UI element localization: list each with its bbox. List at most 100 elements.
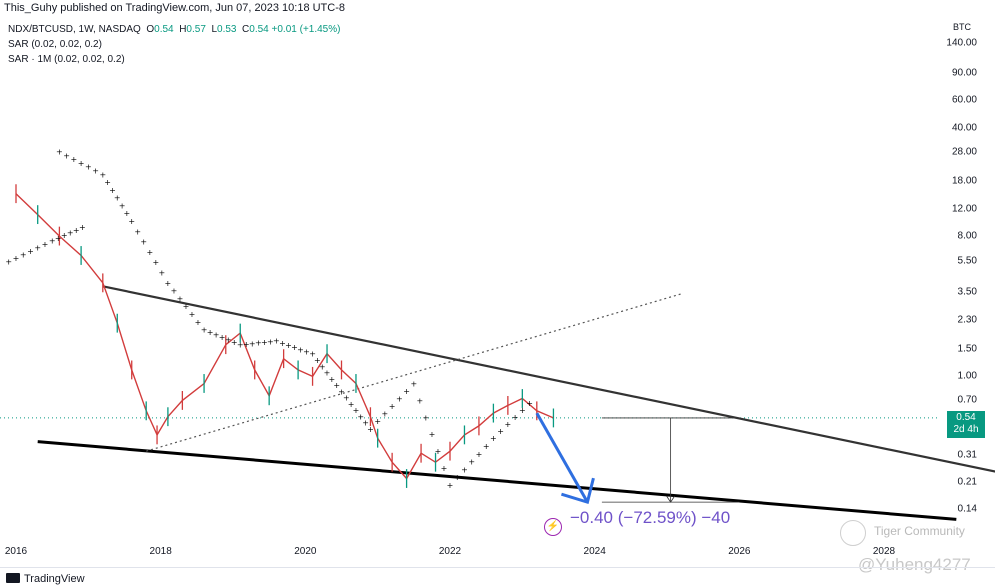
tradingview-logo-icon xyxy=(6,573,20,583)
sar-point: + xyxy=(20,250,27,259)
sar-point: + xyxy=(389,402,396,411)
sar-point: + xyxy=(343,394,350,403)
sar-point: + xyxy=(314,356,321,365)
sar-point: + xyxy=(134,227,141,236)
lower-trendline xyxy=(37,440,957,521)
sar-point: + xyxy=(231,338,238,347)
sar-point: + xyxy=(183,302,190,311)
sar-point: + xyxy=(56,148,63,157)
time-tick: 2022 xyxy=(438,546,462,557)
sar-point: + xyxy=(353,406,360,415)
sar-point: + xyxy=(267,337,274,346)
indicator-sar-monthly[interactable]: SAR · 1M (0.02, 0.02, 0.2) xyxy=(8,54,125,65)
sar-point: + xyxy=(63,151,70,160)
sar-point: + xyxy=(109,186,116,195)
sar-point: + xyxy=(333,381,340,390)
time-tick: 2026 xyxy=(728,546,751,557)
sar-point: + xyxy=(213,331,220,340)
indicator-sar-weekly[interactable]: SAR (0.02, 0.02, 0.2) xyxy=(8,39,102,50)
time-tick: 2028 xyxy=(872,546,896,557)
price-tick: 8.00 xyxy=(957,230,977,242)
price-tick: 0.70 xyxy=(957,394,977,406)
sar-point: + xyxy=(189,310,196,319)
sar-point: + xyxy=(483,442,490,451)
price-tick: 28.00 xyxy=(951,146,977,158)
current-price: 0.54 xyxy=(956,412,976,423)
price-tick: 140.00 xyxy=(946,37,977,49)
chart-footer: TradingView xyxy=(0,567,995,588)
sar-point: + xyxy=(423,413,430,422)
sar-point: + xyxy=(49,236,56,245)
sar-point: + xyxy=(273,337,280,346)
sar-point: + xyxy=(382,410,389,419)
open-value: 0.54 xyxy=(154,24,174,35)
sar-point: + xyxy=(447,481,454,490)
sar-point: + xyxy=(403,387,410,396)
price-tick: 0.31 xyxy=(957,449,977,461)
price-tick: 90.00 xyxy=(951,67,977,79)
sar-point: + xyxy=(348,400,355,409)
price-axis-unit: BTC xyxy=(953,22,971,32)
measure-label: −0.40 (−72.59%) −40 xyxy=(570,508,731,527)
sar-point: + xyxy=(255,339,262,348)
sar-point: + xyxy=(279,339,286,348)
sar-point: + xyxy=(140,238,147,247)
sar-point: + xyxy=(119,201,126,210)
price-tick: 0.14 xyxy=(957,503,977,515)
projection-arrow xyxy=(535,412,589,503)
sar-point: + xyxy=(92,166,99,175)
sar-point: + xyxy=(396,395,403,404)
sar-point: + xyxy=(329,375,336,384)
sar-point: + xyxy=(461,465,468,474)
sar-point: + xyxy=(171,287,178,296)
sar-point: + xyxy=(441,464,448,473)
sar-point: + xyxy=(261,338,268,347)
sar-point: + xyxy=(13,254,20,263)
sar-point: + xyxy=(429,430,436,439)
sar-point: + xyxy=(195,318,202,327)
published-caption: This_Guhy published on TradingView.com, … xyxy=(4,2,345,14)
sar-point: + xyxy=(367,425,374,434)
dotted-trendline xyxy=(146,293,682,452)
sar-point: + xyxy=(152,258,159,267)
sar-point: + xyxy=(85,163,92,172)
price-tick: 12.00 xyxy=(951,203,977,215)
sar-point: + xyxy=(454,473,461,482)
symbol-label[interactable]: NDX/BTCUSD, 1W, NASDAQ xyxy=(8,24,141,35)
sar-point: + xyxy=(319,362,326,371)
watermark-handle: @Yuheng4277 xyxy=(858,555,971,574)
sar-point: + xyxy=(225,336,232,345)
sar-point: + xyxy=(297,345,304,354)
sar-point: + xyxy=(5,257,12,266)
sar-point: + xyxy=(104,178,111,187)
time-tick: 2020 xyxy=(294,546,317,557)
chart-legend: NDX/BTCUSD, 1W, NASDAQ O0.54 H0.57 L0.53… xyxy=(8,22,340,67)
sar-point: + xyxy=(417,396,424,405)
sar-point: + xyxy=(357,412,364,421)
sar-point: + xyxy=(78,159,85,168)
sar-point: + xyxy=(207,328,214,337)
sar-point: + xyxy=(476,450,483,459)
change-value: +0.01 (+1.45%) xyxy=(271,24,341,35)
sar-point: + xyxy=(468,458,475,467)
sar-point: + xyxy=(519,406,526,415)
sar-point: + xyxy=(505,420,512,429)
sar-point: + xyxy=(34,243,41,252)
price-tick: 18.00 xyxy=(951,175,977,187)
sar-point: + xyxy=(79,223,86,232)
price-tick: 5.50 xyxy=(957,255,977,267)
ohlc-row: NDX/BTCUSD, 1W, NASDAQ O0.54 H0.57 L0.53… xyxy=(8,24,341,35)
price-axis[interactable]: 140.00 90.00 60.00 40.00 28.00 18.00 12.00 8.00… xyxy=(943,14,995,542)
time-tick: 2018 xyxy=(149,546,172,557)
sar-point: + xyxy=(177,294,184,303)
sar-point: + xyxy=(67,228,74,237)
sar-point: + xyxy=(219,333,226,342)
sar-point: + xyxy=(165,279,172,288)
tradingview-logo[interactable]: TradingView xyxy=(6,573,85,585)
price-tick: 2.30 xyxy=(957,314,977,326)
sar-point: + xyxy=(146,248,153,257)
sar-point: + xyxy=(490,434,497,443)
price-tick: 40.00 xyxy=(951,122,977,133)
lightning-icon[interactable]: ⚡ xyxy=(544,518,562,536)
